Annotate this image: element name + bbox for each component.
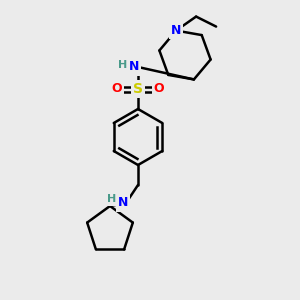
Text: O: O	[112, 82, 122, 95]
Text: N: N	[118, 196, 128, 209]
Text: N: N	[129, 61, 139, 74]
Text: H: H	[107, 194, 117, 204]
Text: N: N	[171, 24, 181, 37]
Text: H: H	[118, 60, 127, 70]
Text: O: O	[154, 82, 164, 95]
Text: S: S	[133, 82, 143, 96]
